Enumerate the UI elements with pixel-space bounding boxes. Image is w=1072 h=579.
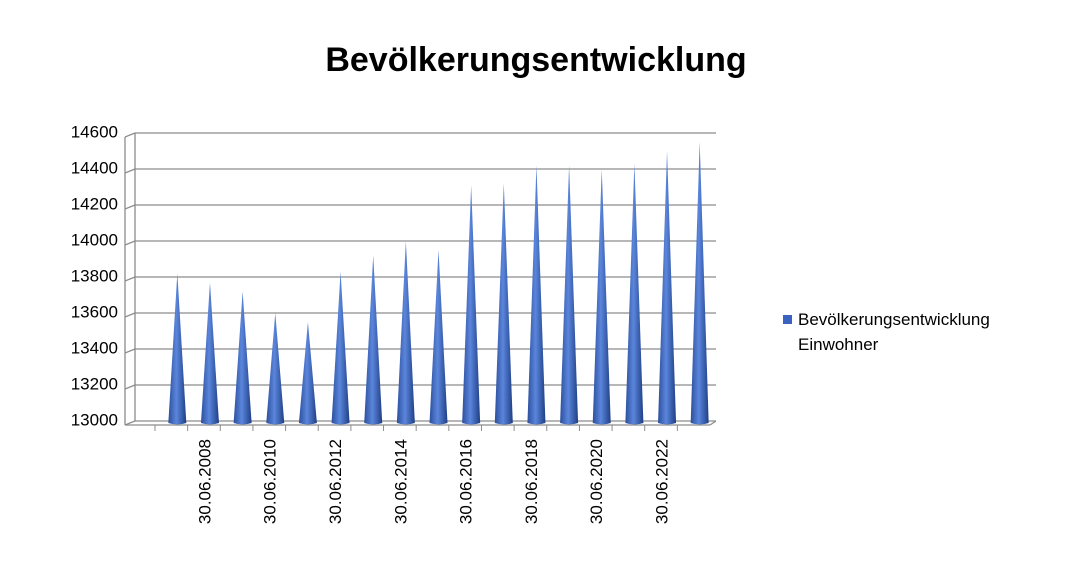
grid-line: [124, 240, 136, 246]
bar: [462, 185, 481, 425]
bar: [592, 169, 611, 425]
grid-line: [124, 420, 136, 426]
x-tick-label: 30.06.2020: [587, 439, 606, 524]
grid-line: [124, 132, 136, 138]
bar: [625, 163, 644, 425]
y-tick-label: 14400: [71, 158, 118, 177]
legend-label: Bevölkerungsentwicklung Einwohner: [798, 310, 990, 354]
x-tick-label: 30.06.2014: [391, 439, 410, 524]
bar: [200, 282, 219, 425]
x-tick-label: 30.06.2008: [195, 439, 214, 524]
bar: [233, 291, 252, 425]
bar: [658, 151, 677, 425]
grid-line: [124, 276, 136, 282]
bar: [168, 273, 187, 425]
y-tick-label: 13800: [71, 266, 118, 285]
grid-line: [124, 384, 136, 390]
y-tick-label: 13000: [71, 410, 118, 429]
bar: [690, 142, 709, 425]
x-tick-label: 30.06.2022: [653, 439, 672, 524]
x-tick-label: 30.06.2012: [326, 439, 345, 524]
x-tick-label: 30.06.2010: [261, 439, 280, 524]
grid-line: [124, 348, 136, 354]
y-tick-label: 14000: [71, 230, 118, 249]
grid-line: [124, 204, 136, 210]
bar: [560, 165, 579, 425]
bar: [429, 250, 448, 425]
bar: [527, 165, 546, 425]
y-tick-label: 14200: [71, 194, 118, 213]
grid-line: [124, 168, 136, 174]
y-tick-label: 13600: [71, 302, 118, 321]
x-tick-label: 30.06.2018: [522, 439, 541, 524]
bar: [298, 322, 317, 425]
bar: [396, 241, 415, 425]
chart-title: Bevölkerungsentwicklung: [325, 41, 746, 79]
y-tick-label: 13400: [71, 338, 118, 357]
y-tick-label: 13200: [71, 374, 118, 393]
legend-swatch: [783, 315, 792, 324]
x-tick-label: 30.06.2016: [457, 439, 476, 524]
axis-line: [709, 420, 717, 426]
bar: [266, 313, 285, 425]
bar: [331, 271, 350, 425]
y-tick-label: 14600: [71, 122, 118, 141]
grid-line: [124, 312, 136, 318]
bar: [494, 183, 513, 425]
legend: Bevölkerungsentwicklung Einwohner: [783, 307, 1063, 357]
bar: [364, 255, 383, 425]
